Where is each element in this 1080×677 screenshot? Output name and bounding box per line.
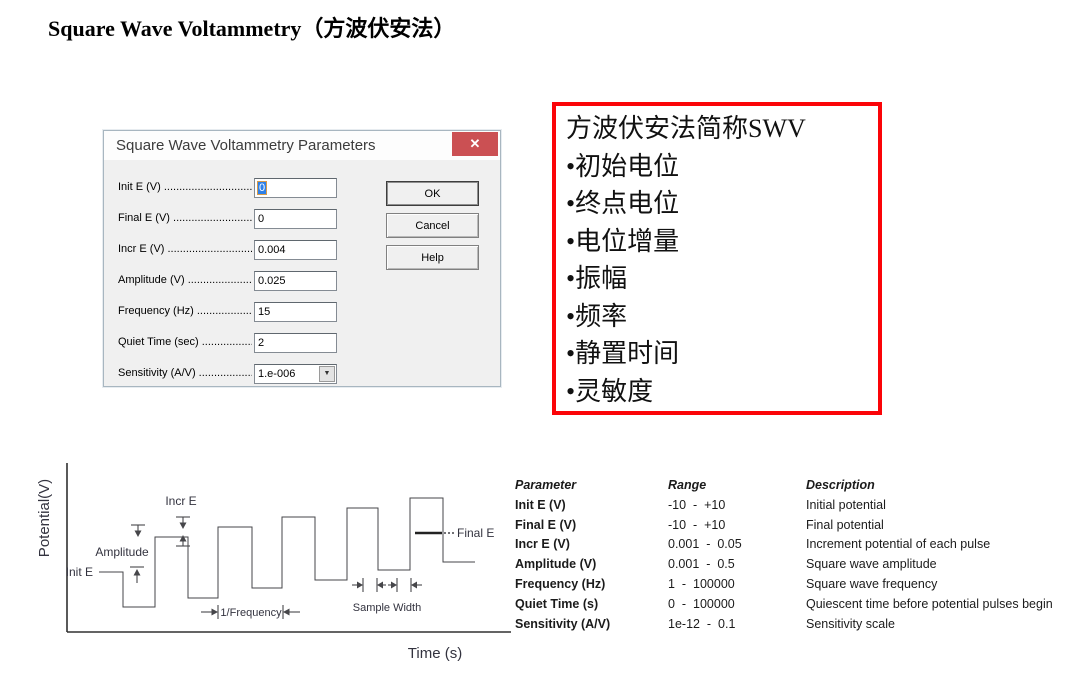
table-cell: 0 - 100000 — [668, 596, 735, 611]
sensitivity-dropdown-button[interactable]: ▼ — [319, 366, 335, 382]
ok-button[interactable]: OK — [386, 181, 479, 206]
final-e-input[interactable]: 0 — [254, 209, 337, 229]
sample-width-arrow-icon — [411, 581, 417, 589]
one-over-frequency-label: 1/Frequency — [220, 607, 282, 619]
square-wave-trace — [99, 497, 475, 608]
close-icon: ✕ — [469, 136, 481, 151]
parameter-range-table: Parameter Range Description Init E (V) -… — [515, 478, 1080, 636]
table-header-description: Description — [806, 478, 875, 492]
table-cell: 0.001 - 0.05 — [668, 537, 742, 552]
sample-width-arrow-icon — [391, 581, 397, 589]
init-e-diagram-label: Init E — [66, 565, 93, 579]
table-cell: 0.001 - 0.5 — [668, 557, 735, 572]
close-button[interactable]: ✕ — [452, 132, 498, 156]
bullet-item: •振幅 — [566, 264, 628, 293]
table-cell: Increment potential of each pulse — [806, 537, 991, 552]
incr-e-diagram-label: Incr E — [165, 494, 196, 508]
table-cell: 1 - 100000 — [668, 576, 735, 591]
sample-width-label: Sample Width — [353, 602, 421, 614]
square-wave-diagram: Potential(V) Time (s) Init E Amplitude I… — [36, 463, 511, 662]
bullet-item: •频率 — [566, 301, 628, 331]
bullet-item: •静置时间 — [566, 339, 680, 368]
dialog-title: Square Wave Voltammetry Parameters — [116, 137, 376, 154]
selected-text: 0 — [258, 182, 267, 194]
table-header-parameter: Parameter — [515, 478, 577, 492]
table-cell: Initial potential — [806, 497, 886, 512]
sensitivity-select[interactable]: 1.e-006 ▼ — [254, 364, 337, 384]
x-axis-label: Time (s) — [408, 645, 462, 662]
table-cell: Square wave frequency — [806, 576, 938, 591]
help-button[interactable]: Help — [386, 245, 479, 270]
final-e-label: Final E (V) ............................… — [118, 212, 252, 224]
bullet-item: •灵敏度 — [566, 376, 654, 406]
cancel-button[interactable]: Cancel — [386, 213, 479, 238]
table-cell: 1e-12 - 0.1 — [668, 616, 736, 631]
swv-note-box: 方波伏安法简称SWV •初始电位 •终点电位 •电位增量 •振幅 •频率 •静置… — [552, 102, 882, 415]
bullet-item: •初始电位 — [566, 151, 680, 181]
dialog-titlebar: Square Wave Voltammetry Parameters ✕ — [104, 131, 500, 161]
quiet-time-input[interactable]: 2 — [254, 333, 337, 353]
quiet-time-label: Quiet Time (sec) .................... — [118, 336, 252, 348]
swv-parameters-dialog: Square Wave Voltammetry Parameters ✕ Ini… — [103, 130, 501, 387]
final-e-dot — [448, 532, 450, 534]
init-e-input[interactable]: 0 — [254, 178, 337, 198]
incr-e-label: Incr E (V) .............................… — [118, 243, 252, 255]
amplitude-up-arrow-icon — [133, 569, 141, 576]
chevron-down-icon: ▼ — [323, 370, 331, 377]
table-cell: Quiescent time before potential pulses b… — [806, 596, 1053, 611]
table-cell: Final E (V) — [515, 517, 577, 532]
amplitude-diagram-label: Amplitude — [95, 545, 149, 559]
amplitude-label: Amplitude (V) ........................ — [118, 274, 252, 286]
bullet-item: •终点电位 — [566, 189, 680, 218]
table-cell: Init E (V) — [515, 497, 566, 512]
amplitude-input[interactable]: 0.025 — [254, 271, 337, 291]
final-e-dot — [452, 532, 454, 534]
sample-width-arrow-icon — [357, 581, 363, 589]
table-cell: Amplitude (V) — [515, 557, 597, 572]
frequency-left-arrow-icon — [283, 608, 290, 616]
final-e-dot — [444, 532, 446, 534]
table-cell: Frequency (Hz) — [515, 576, 606, 591]
table-cell: Sensitivity (A/V) — [515, 616, 611, 631]
table-cell: Incr E (V) — [515, 537, 570, 552]
frequency-label: Frequency (Hz) ...................... — [118, 305, 252, 317]
init-e-label: Init E (V) .............................… — [118, 181, 252, 193]
incr-e-input[interactable]: 0.004 — [254, 240, 337, 260]
frequency-input[interactable]: 15 — [254, 302, 337, 322]
page-title: Square Wave Voltammetry（方波伏安法） — [48, 16, 456, 41]
table-header-range: Range — [668, 478, 707, 492]
table-cell: Sensitivity scale — [806, 616, 895, 631]
table-cell: -10 - +10 — [668, 497, 726, 512]
sample-width-arrow-icon — [377, 581, 383, 589]
frequency-right-arrow-icon — [211, 608, 218, 616]
table-cell: Square wave amplitude — [806, 557, 937, 572]
note-title: 方波伏安法简称SWV — [566, 114, 806, 143]
y-axis-label: Potential(V) — [36, 479, 53, 557]
sensitivity-label: Sensitivity (A/V) .................... — [118, 367, 252, 379]
amplitude-down-arrow-icon — [134, 530, 142, 537]
table-cell: -10 - +10 — [668, 517, 726, 532]
bullet-item: •电位增量 — [566, 226, 680, 256]
table-cell: Quiet Time (s) — [515, 596, 599, 611]
final-e-diagram-label: Final E — [457, 526, 494, 540]
incr-e-up-arrow-icon — [179, 535, 187, 542]
table-cell: Final potential — [806, 517, 884, 532]
incr-e-down-arrow-icon — [179, 522, 187, 529]
